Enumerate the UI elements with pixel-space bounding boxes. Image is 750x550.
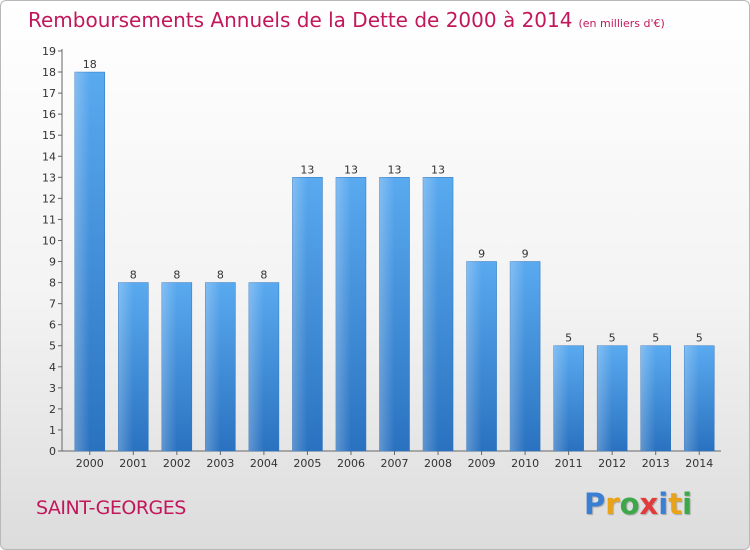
- bar-value-label: 5: [609, 332, 616, 345]
- logo-letter: i: [658, 487, 669, 521]
- bar-highlight: [466, 261, 482, 451]
- bar-highlight: [640, 345, 656, 451]
- y-tick-label: 13: [42, 171, 56, 184]
- x-tick-label: 2012: [598, 457, 626, 470]
- y-tick-label: 8: [49, 277, 56, 290]
- x-tick-label: 2004: [250, 457, 278, 470]
- bar-value-label: 5: [652, 332, 659, 345]
- bar-value-label: 8: [130, 269, 137, 282]
- x-tick-label: 2010: [511, 457, 539, 470]
- x-tick-label: 2006: [337, 457, 365, 470]
- bar-value-label: 13: [300, 163, 314, 176]
- y-tick-label: 6: [49, 319, 56, 332]
- bar-value-label: 5: [696, 332, 703, 345]
- logo-letter: i: [682, 487, 693, 521]
- y-tick-label: 14: [42, 150, 56, 163]
- y-tick-label: 12: [42, 192, 56, 205]
- bar-highlight: [553, 345, 569, 451]
- bar-value-label: 9: [478, 248, 485, 261]
- chart-title: Remboursements Annuels de la Dette de 20…: [28, 8, 665, 32]
- bar-highlight: [292, 177, 308, 451]
- y-tick-label: 2: [49, 403, 56, 416]
- x-tick-label: 2005: [293, 457, 321, 470]
- bar-highlight: [205, 282, 221, 451]
- x-tick-label: 2001: [119, 457, 147, 470]
- x-tick-label: 2003: [206, 457, 234, 470]
- proxiti-logo[interactable]: Proxiti: [584, 487, 692, 521]
- bar-value-label: 13: [388, 163, 402, 176]
- y-tick-label: 9: [49, 256, 56, 269]
- y-tick-label: 16: [42, 108, 56, 121]
- commune-name: SAINT-GEORGES: [36, 497, 186, 519]
- bar-value-label: 5: [565, 332, 572, 345]
- bar-value-label: 8: [173, 269, 180, 282]
- x-tick-label: 2014: [685, 457, 713, 470]
- bar-highlight: [74, 72, 90, 451]
- bar-highlight: [423, 177, 439, 451]
- x-tick-label: 2008: [424, 457, 452, 470]
- bar-highlight: [510, 261, 526, 451]
- bar-value-label: 13: [431, 163, 445, 176]
- chart-subtitle: (en milliers d'€): [578, 17, 665, 30]
- y-tick-label: 18: [42, 66, 56, 79]
- bar-highlight: [118, 282, 134, 451]
- y-tick-label: 10: [42, 234, 56, 247]
- y-tick-label: 7: [49, 298, 56, 311]
- logo-letter: r: [605, 487, 620, 521]
- x-tick-label: 2007: [381, 457, 409, 470]
- y-tick-label: 3: [49, 382, 56, 395]
- logo-letter: x: [639, 487, 659, 521]
- bar-highlight: [684, 345, 700, 451]
- logo-letter: t: [668, 487, 683, 521]
- x-tick-label: 2011: [555, 457, 583, 470]
- y-tick-label: 11: [42, 213, 56, 226]
- x-tick-label: 2002: [163, 457, 191, 470]
- y-tick-label: 0: [49, 445, 56, 458]
- y-tick-label: 1: [49, 424, 56, 437]
- bar-highlight: [161, 282, 177, 451]
- y-tick-label: 4: [49, 361, 56, 374]
- logo-letter: o: [619, 487, 640, 521]
- bar-value-label: 13: [344, 163, 358, 176]
- chart-title-text: Remboursements Annuels de la Dette de 20…: [28, 8, 573, 32]
- bar-value-label: 18: [83, 58, 97, 71]
- bar-value-label: 9: [522, 248, 529, 261]
- y-tick-label: 17: [42, 87, 56, 100]
- bar-highlight: [597, 345, 613, 451]
- x-tick-label: 2013: [642, 457, 670, 470]
- bar-highlight: [335, 177, 351, 451]
- bar-value-label: 8: [260, 269, 267, 282]
- x-tick-label: 2009: [468, 457, 496, 470]
- y-tick-label: 5: [49, 340, 56, 353]
- logo-letter: P: [584, 487, 606, 521]
- y-tick-label: 15: [42, 129, 56, 142]
- bar-highlight: [379, 177, 395, 451]
- y-tick-label: 19: [42, 45, 56, 58]
- bar-value-label: 8: [217, 269, 224, 282]
- bar-highlight: [248, 282, 264, 451]
- x-tick-label: 2000: [76, 457, 104, 470]
